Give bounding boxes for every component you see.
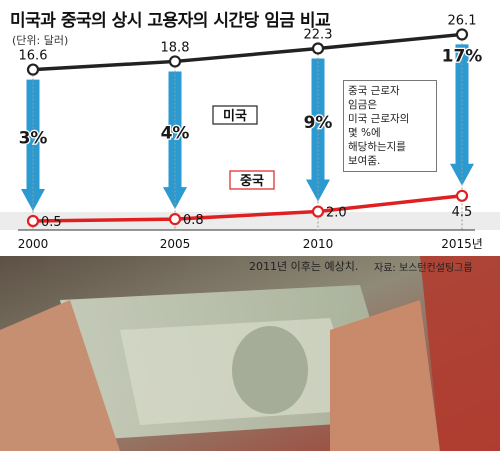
x-tick-labels: 2000 2005 2010 2015년 bbox=[18, 237, 483, 251]
china-value-label: 0.8 bbox=[183, 213, 204, 228]
guide-lines bbox=[32, 39, 463, 230]
us-point bbox=[311, 42, 325, 55]
china-value-label: 4.5 bbox=[452, 205, 473, 220]
china-line bbox=[32, 194, 463, 223]
china-value-label: 2.0 bbox=[326, 206, 347, 221]
us-value-label: 18.8 bbox=[161, 40, 190, 55]
source-label: 자료: 보스턴컨설팅그룹 bbox=[374, 263, 473, 274]
percent-labels: 3% 4% 9% 17% bbox=[17, 45, 483, 149]
us-point bbox=[455, 28, 469, 41]
data-points bbox=[26, 28, 469, 228]
percent-label: 9% bbox=[304, 113, 333, 133]
callout-line: 몇 %에 bbox=[348, 127, 381, 139]
x-tick-label: 2005 bbox=[160, 237, 191, 251]
percent-label: 4% bbox=[161, 123, 190, 143]
callout-line: 중국 근로자 bbox=[348, 85, 400, 97]
baseline-band bbox=[0, 212, 500, 230]
us-point bbox=[26, 63, 40, 76]
china-value-label: 0.5 bbox=[41, 215, 62, 230]
percent-label: 3% bbox=[19, 128, 48, 148]
callout-line: 임금은 bbox=[348, 99, 377, 111]
money-photo bbox=[0, 256, 500, 451]
x-tick-label: 2000 bbox=[18, 237, 49, 251]
us-value-label: 22.3 bbox=[304, 27, 333, 42]
china-point bbox=[311, 205, 325, 218]
callout-box: 중국 근로자 임금은 미국 근로자의 몇 %에 해당하는지를 보여줌. bbox=[343, 80, 437, 172]
unit-label: (단위: 달러) bbox=[12, 34, 69, 47]
series-tag-box bbox=[229, 170, 275, 190]
china-point bbox=[455, 189, 469, 202]
callout-line: 해당하는지를 bbox=[348, 141, 406, 153]
percent-arrow bbox=[21, 79, 45, 211]
callout-line: 미국 근로자의 bbox=[348, 113, 410, 125]
percent-label: 17% bbox=[442, 46, 483, 66]
callout-line: 보여줌. bbox=[348, 155, 381, 167]
series-tag-box bbox=[212, 105, 258, 125]
series-name-label: 중국 bbox=[240, 174, 264, 189]
us-value-label: 16.6 bbox=[19, 49, 48, 64]
series-lines bbox=[32, 32, 463, 223]
percent-arrow bbox=[450, 44, 474, 186]
us-line bbox=[32, 32, 463, 72]
series-name-label: 미국 bbox=[223, 108, 247, 124]
us-value-label: 26.1 bbox=[448, 13, 477, 28]
value-labels: 16.6 18.8 22.3 26.1 0.5 0.8 2.0 4.5 bbox=[19, 13, 477, 230]
x-tick-label: 2015년 bbox=[441, 237, 483, 251]
china-point bbox=[26, 214, 40, 228]
footnote: 2011년 이후는 예상치. bbox=[249, 260, 359, 273]
x-tick-label: 2010 bbox=[303, 237, 334, 251]
chart-title: 미국과 중국의 상시 고용자의 시간당 임금 비교 bbox=[10, 11, 331, 31]
china-point bbox=[168, 213, 182, 226]
us-point bbox=[168, 55, 182, 68]
